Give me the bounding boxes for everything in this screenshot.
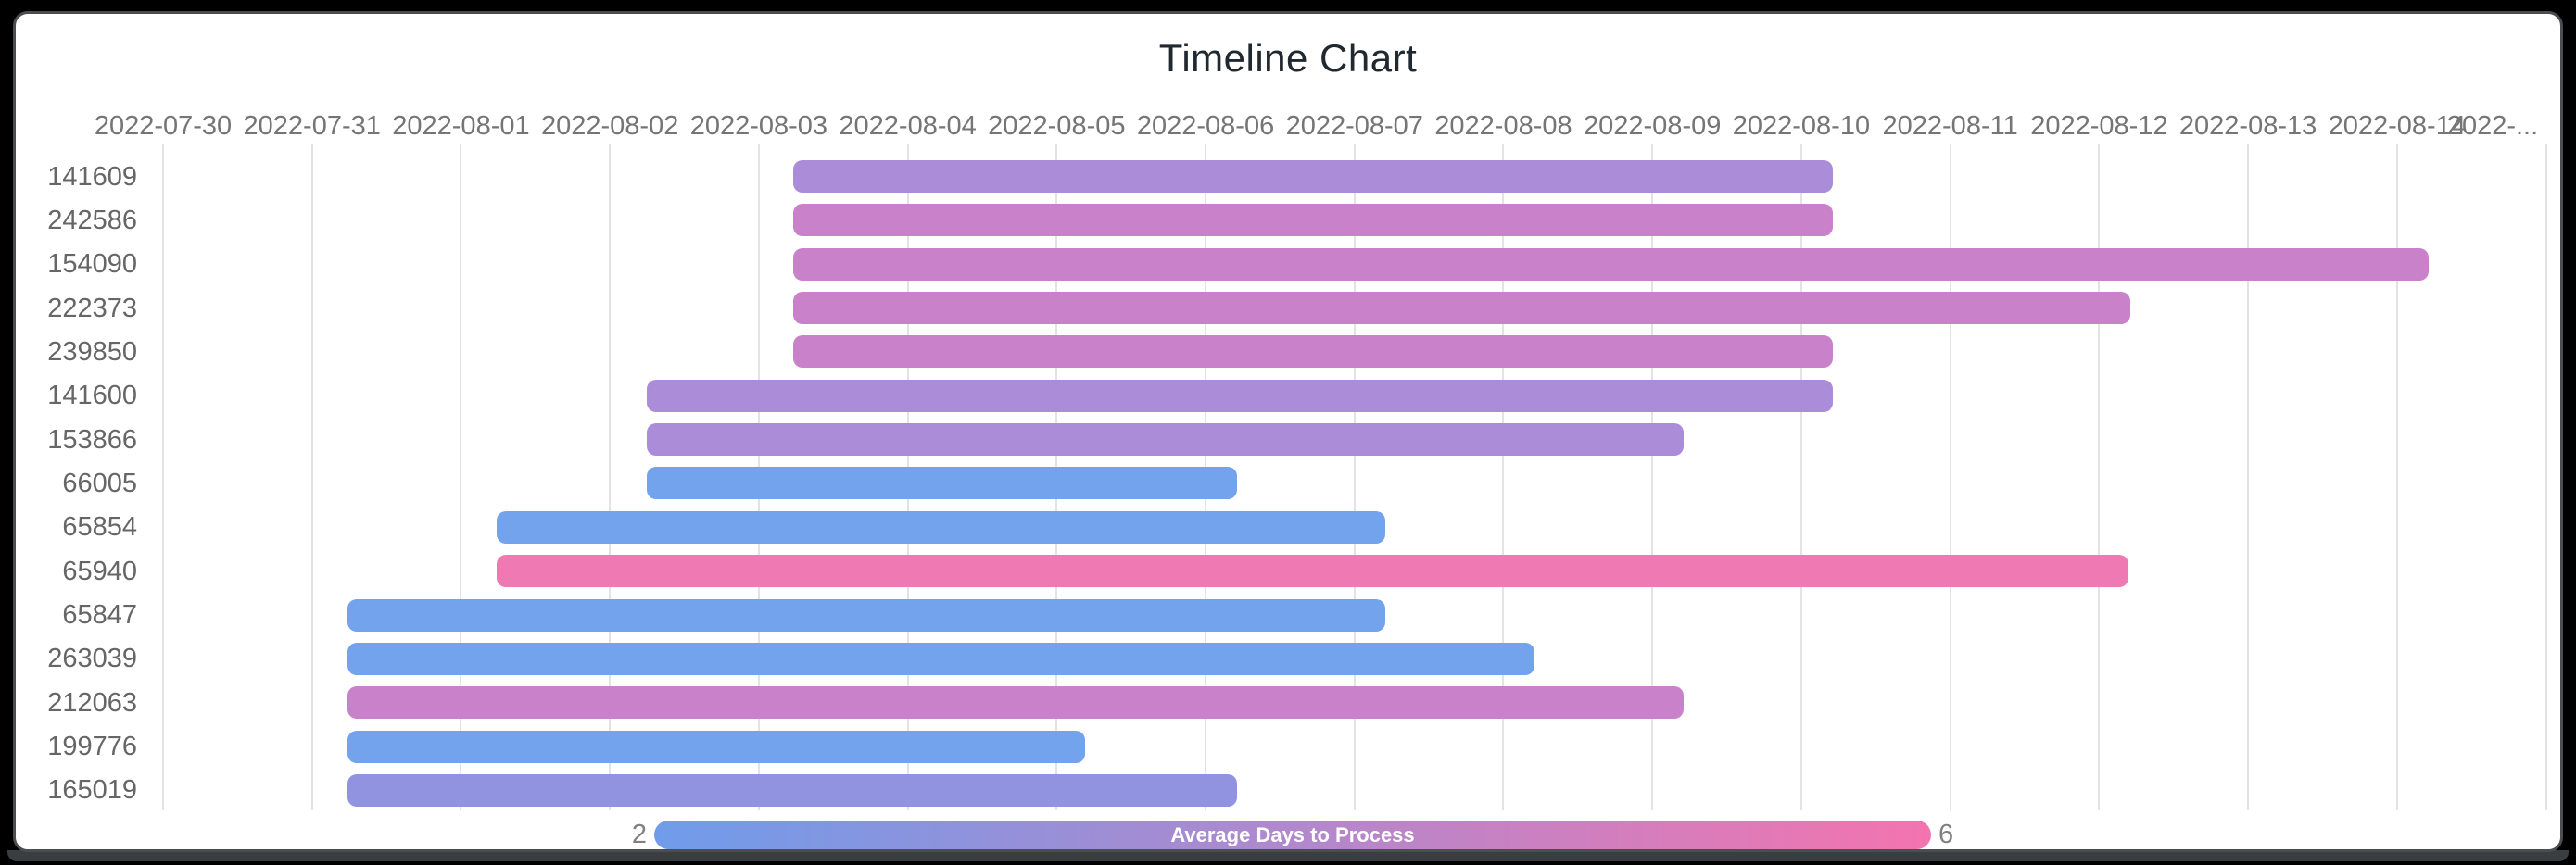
legend-max-label: 6 <box>1938 820 1954 849</box>
date-axis-label: 2022-08-11 <box>1882 111 2018 141</box>
date-axis-label: 2022-08-13 <box>2178 111 2317 141</box>
date-axis-label: 2022-08-05 <box>988 111 1126 141</box>
timeline-bar[interactable] <box>792 204 1833 237</box>
date-axis-label: 2022-08-09 <box>1584 111 1722 141</box>
timeline-bar[interactable] <box>347 730 1085 763</box>
timeline-bar[interactable] <box>792 160 1833 193</box>
timeline-bar[interactable] <box>497 510 1386 544</box>
row-label: 239850 <box>47 336 137 367</box>
timeline-bar[interactable] <box>347 598 1386 632</box>
gridline <box>1353 144 1356 810</box>
date-axis-label: 2022-08-06 <box>1136 111 1275 141</box>
chart-title: Timeline Chart <box>1158 36 1418 80</box>
row-label: 222373 <box>47 293 137 323</box>
legend-min-label: 2 <box>631 820 647 849</box>
timeline-bar[interactable] <box>792 335 1833 369</box>
timeline-bar[interactable] <box>647 379 1833 412</box>
timeline-bar[interactable] <box>347 686 1684 720</box>
gridline <box>609 144 612 810</box>
row-label: 65847 <box>62 600 137 630</box>
date-axis-label: 2022-08-14 <box>2328 111 2466 141</box>
timeline-bar[interactable] <box>647 423 1684 457</box>
gridline <box>1502 144 1505 810</box>
date-axis-label: 2022-08-01 <box>392 111 530 141</box>
timeline-bar[interactable] <box>497 555 2129 588</box>
row-label: 263039 <box>47 644 137 674</box>
row-label: 212063 <box>47 687 137 718</box>
gridline <box>2544 144 2547 810</box>
date-axis-label: 2022-08-08 <box>1434 111 1572 141</box>
date-axis-label: 2022-08-07 <box>1285 111 1423 141</box>
gridline <box>1799 144 1802 810</box>
timeline-bar[interactable] <box>347 642 1535 675</box>
row-label: 153866 <box>47 424 137 455</box>
date-axis-label: 2022-08-04 <box>839 111 977 141</box>
row-label: 141609 <box>47 161 137 192</box>
row-label: 165019 <box>47 775 137 806</box>
timeline-bar[interactable] <box>647 467 1237 500</box>
row-label: 154090 <box>47 249 137 280</box>
row-label: 66005 <box>62 468 137 498</box>
gridline <box>2098 144 2101 810</box>
date-axis-label: 2022-07-31 <box>243 111 381 141</box>
legend-title: Average Days to Process <box>1170 823 1415 846</box>
row-label: 199776 <box>47 732 137 762</box>
date-axis-label: 2022-08-12 <box>2030 111 2168 141</box>
timeline-bar[interactable] <box>792 292 2131 325</box>
row-label: 65940 <box>62 556 137 586</box>
gridline <box>1651 144 1654 810</box>
date-axis-label: 2022-08-02 <box>540 111 679 141</box>
row-label: 141600 <box>47 381 137 411</box>
date-axis-label: 2022-... <box>2446 111 2539 141</box>
gridline <box>1949 144 1951 810</box>
gridline <box>2395 144 2398 810</box>
date-axis-label: 2022-07-30 <box>94 111 233 141</box>
gridline <box>460 144 462 810</box>
row-label: 242586 <box>47 205 137 235</box>
gridline <box>310 144 313 810</box>
window-bottom-edge <box>7 850 2569 861</box>
timeline-bar[interactable] <box>792 247 2429 281</box>
date-axis-label: 2022-08-03 <box>689 111 828 141</box>
row-label: 65854 <box>62 512 137 543</box>
gridline <box>162 144 164 810</box>
legend-gradient-bar: Average Days to Process <box>654 821 1931 849</box>
date-axis-label: 2022-08-10 <box>1732 111 1871 141</box>
gridline <box>2247 144 2250 810</box>
timeline-bar[interactable] <box>347 773 1237 807</box>
